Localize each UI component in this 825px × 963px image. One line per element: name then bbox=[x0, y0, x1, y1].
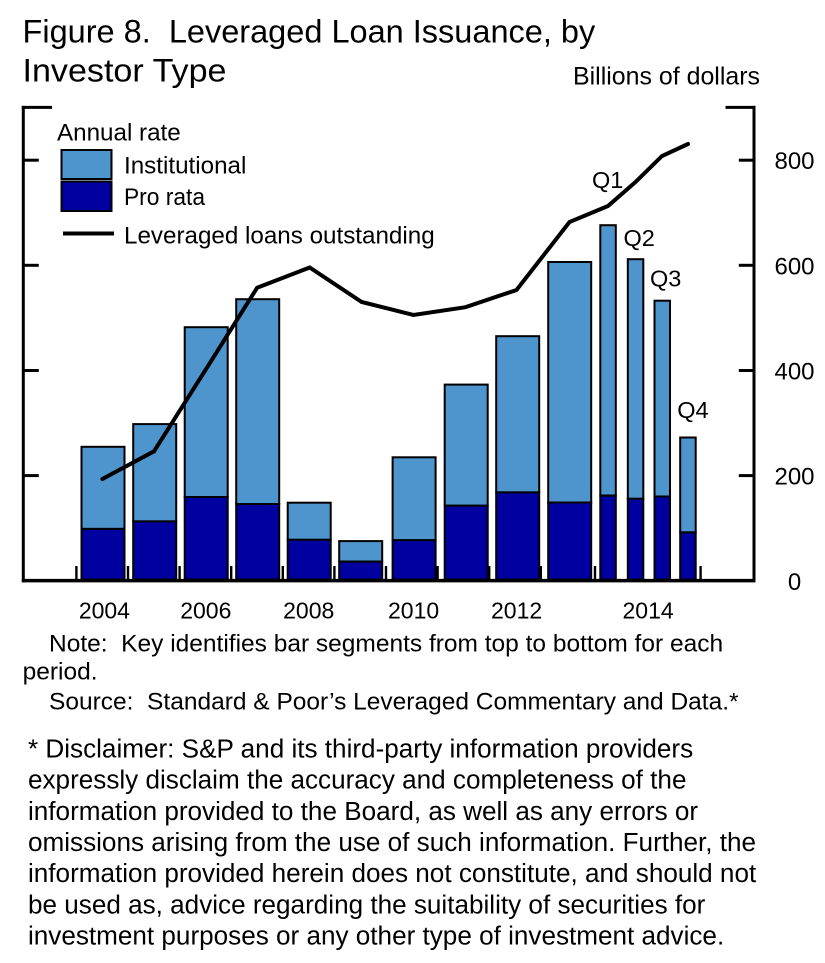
svg-text:600: 600 bbox=[774, 253, 814, 280]
svg-text:2014: 2014 bbox=[623, 598, 674, 624]
svg-text:Pro rata: Pro rata bbox=[124, 184, 206, 211]
svg-text:Q2: Q2 bbox=[624, 225, 655, 251]
svg-text:2006: 2006 bbox=[180, 598, 231, 624]
svg-text:0: 0 bbox=[788, 569, 801, 596]
svg-text:Source: Standard & Poor’s Lev: Source: Standard & Poor’s Leveraged Comm… bbox=[49, 689, 739, 716]
svg-text:Institutional: Institutional bbox=[124, 152, 246, 179]
svg-text:be used as, advice regarding t: be used as, advice regarding the suitabi… bbox=[28, 890, 706, 920]
svg-text:400: 400 bbox=[774, 359, 814, 386]
svg-text:Leveraged loans outstanding: Leveraged loans outstanding bbox=[124, 223, 435, 250]
svg-text:Note: Key identifies bar segm: Note: Key identifies bar segments from t… bbox=[49, 631, 723, 658]
svg-text:Figure 8. Leveraged Loan Issu: Figure 8. Leveraged Loan Issuance, by bbox=[23, 13, 596, 49]
svg-text:information provided herein do: information provided herein does not con… bbox=[28, 858, 757, 888]
svg-text:period.: period. bbox=[23, 658, 98, 685]
svg-text:2010: 2010 bbox=[388, 598, 439, 624]
svg-text:800: 800 bbox=[774, 148, 814, 175]
svg-text:omissions arising from the use: omissions arising from the use of such i… bbox=[28, 827, 756, 857]
svg-text:information provided to the Bo: information provided to the Board, as we… bbox=[28, 796, 698, 826]
svg-text:Q1: Q1 bbox=[592, 167, 623, 193]
svg-text:2008: 2008 bbox=[283, 598, 334, 624]
svg-text:investment purposes or any oth: investment purposes or any other type of… bbox=[28, 921, 724, 951]
svg-text:Billions of dollars: Billions of dollars bbox=[573, 64, 760, 91]
svg-text:Q4: Q4 bbox=[677, 397, 708, 423]
svg-text:200: 200 bbox=[774, 464, 814, 491]
svg-text:Annual rate: Annual rate bbox=[57, 120, 181, 147]
svg-text:Q3: Q3 bbox=[650, 266, 681, 292]
svg-text:Investor Type: Investor Type bbox=[23, 53, 227, 89]
svg-text:2012: 2012 bbox=[491, 598, 542, 624]
svg-text:2004: 2004 bbox=[79, 598, 130, 624]
svg-text:* Disclaimer: S&P and its thir: * Disclaimer: S&P and its third-party in… bbox=[28, 733, 693, 763]
svg-text:expressly disclaim the accurac: expressly disclaim the accuracy and comp… bbox=[28, 765, 686, 795]
